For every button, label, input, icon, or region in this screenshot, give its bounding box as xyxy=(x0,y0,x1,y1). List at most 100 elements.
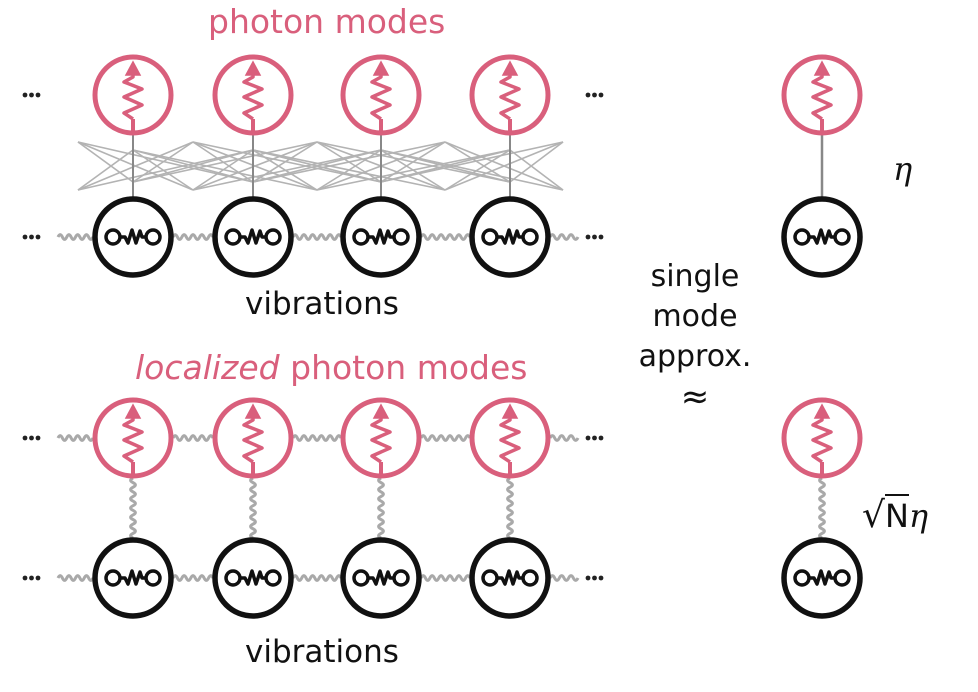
bottom-photon-mode xyxy=(212,397,294,479)
photon-circle xyxy=(92,397,174,479)
bottom-vibration-mode xyxy=(469,537,551,619)
coupling-line xyxy=(380,149,564,191)
photon-wavy-arrow-icon xyxy=(370,403,392,474)
ellipsis-dot xyxy=(585,92,591,98)
mass-spring-oscillator-icon xyxy=(793,228,851,246)
arrow-head xyxy=(813,60,831,76)
photon-wavy-arrow-icon xyxy=(122,60,144,131)
vib-spring xyxy=(419,574,472,582)
mass-right xyxy=(833,228,851,246)
coupling-line xyxy=(77,141,194,191)
vib-spring xyxy=(291,233,343,241)
coupling-line xyxy=(316,149,511,191)
bottom-vibration-mode xyxy=(92,537,174,619)
coupling-line xyxy=(132,141,318,183)
mass-spring-oscillator-icon xyxy=(481,228,539,246)
ellipsis-dot xyxy=(22,435,28,441)
ellipsis-dot xyxy=(35,435,41,441)
photon-circle xyxy=(340,54,422,136)
arrow-wave xyxy=(811,71,833,121)
top-photon-mode xyxy=(92,54,174,136)
mass-left xyxy=(224,569,242,587)
mass-right xyxy=(521,228,539,246)
photon-spring xyxy=(171,434,215,442)
approx-line-1: single xyxy=(650,259,740,294)
vib-spring xyxy=(56,574,95,582)
bottom-photon-mode xyxy=(469,397,551,479)
top-photon-mode xyxy=(340,54,422,136)
arrow-head xyxy=(501,60,519,76)
photon-spring xyxy=(548,434,580,442)
mass-spring-oscillator-icon xyxy=(224,569,282,587)
ellipsis-dot xyxy=(22,234,28,240)
vib-spring xyxy=(548,233,580,241)
bottom-left-vib-ellipsis xyxy=(22,575,41,581)
vib-spring xyxy=(56,233,95,241)
mass-spring-oscillator-icon xyxy=(104,228,162,246)
spring xyxy=(809,228,835,245)
bottom-vibrations-label: vibrations xyxy=(245,634,399,670)
bottom-vibration-mode xyxy=(340,537,422,619)
mass-right xyxy=(521,569,539,587)
top-vibration-mode xyxy=(469,196,551,278)
arrow-head xyxy=(124,60,142,76)
bottom-vibration-mode xyxy=(212,537,294,619)
coupling-line xyxy=(132,149,318,191)
coupling-line xyxy=(132,149,254,183)
coupling-line xyxy=(77,141,134,183)
photon-wavy-arrow-icon xyxy=(242,403,264,474)
mass-spring-oscillator-icon xyxy=(793,569,851,587)
top-photon-mode xyxy=(212,54,294,136)
ellipsis-dot xyxy=(22,92,28,98)
mass-left xyxy=(352,228,370,246)
ellipsis-dot xyxy=(592,92,597,98)
photon-circle xyxy=(781,397,863,479)
photon-circle xyxy=(340,397,422,479)
sqrt-n-eta-label: √Nη xyxy=(862,494,928,536)
mass-left xyxy=(352,569,370,587)
mass-right xyxy=(264,569,282,587)
arrow-head xyxy=(372,60,390,76)
bottom-photon-mode xyxy=(340,397,422,479)
mass-right xyxy=(392,228,410,246)
photon-wavy-arrow-icon xyxy=(811,403,833,474)
ellipsis-dot xyxy=(592,234,597,240)
approx-line-2: mode xyxy=(652,299,738,334)
top-title: photon modes xyxy=(208,2,446,41)
ellipsis-dot xyxy=(592,575,597,581)
coupling-line xyxy=(509,141,564,183)
ellipsis-dot xyxy=(35,92,41,98)
ellipsis-dot xyxy=(35,575,41,581)
mass-left xyxy=(481,228,499,246)
single-vibration-mode xyxy=(781,196,863,278)
ellipsis-dot xyxy=(35,234,41,240)
ellipsis-dot xyxy=(22,575,28,581)
top-left-photon-ellipsis xyxy=(22,92,41,98)
spring xyxy=(497,228,523,245)
eta-label: η xyxy=(893,150,913,188)
vertical-spring xyxy=(377,476,385,540)
mass-spring-oscillator-icon xyxy=(352,228,410,246)
approx-symbol: ≈ xyxy=(680,377,710,417)
mass-right xyxy=(392,569,410,587)
photon-spring xyxy=(291,434,343,442)
sqrt-arg: N xyxy=(884,494,909,535)
mass-left xyxy=(104,228,122,246)
coupling-line xyxy=(77,149,254,191)
ellipsis-dot xyxy=(598,435,604,441)
sqrt-symbol: √ xyxy=(862,495,885,536)
top-vibration-mode xyxy=(212,196,294,278)
spring xyxy=(120,228,146,245)
coupling-line xyxy=(77,149,134,191)
mass-right xyxy=(144,228,162,246)
mass-left xyxy=(481,569,499,587)
collective-vibration-mode xyxy=(781,537,863,619)
photon-wavy-arrow-icon xyxy=(122,403,144,474)
photon-wavy-arrow-icon xyxy=(811,60,833,131)
bottom-left-photon-ellipsis xyxy=(22,435,41,441)
coupling-line xyxy=(77,141,254,183)
bottom-title-rest: photon modes xyxy=(279,348,528,387)
photon-circle xyxy=(92,54,174,136)
